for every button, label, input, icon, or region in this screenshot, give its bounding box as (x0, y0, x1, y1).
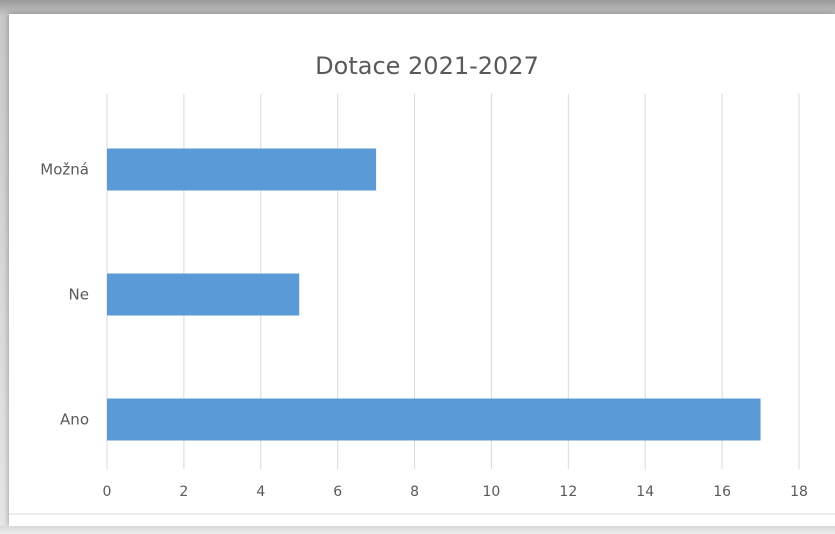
bar-chart: Dotace 2021-2027 Možná Ne Ano 0 2 4 6 8 10 12 14 1… (9, 52, 835, 515)
x-tick-label: 8 (410, 484, 419, 500)
x-tick-label: 10 (483, 484, 501, 500)
category-label: Možná (40, 161, 89, 179)
x-tick-label: 14 (636, 484, 654, 500)
chart-title: Dotace 2021-2027 (315, 52, 539, 80)
bottom-edge (0, 526, 835, 534)
x-tick-label: 4 (256, 484, 265, 500)
x-tick-labels: 0 2 4 6 8 10 12 14 16 18 (103, 484, 808, 500)
x-tick-label: 16 (713, 484, 731, 500)
bar-ano (107, 398, 761, 441)
category-label: Ne (69, 286, 89, 304)
x-tick-label: 18 (790, 484, 808, 500)
bar-možná (107, 148, 377, 191)
x-tick-label: 2 (179, 484, 188, 500)
chart-panel: Dotace 2021-2027 Možná Ne Ano 0 2 4 6 8 10 12 14 1… (9, 14, 835, 526)
bars (107, 148, 761, 441)
category-labels: Možná Ne Ano (40, 161, 89, 429)
bar-ne (107, 273, 300, 316)
category-label: Ano (60, 411, 89, 429)
x-tick-label: 12 (559, 484, 577, 500)
x-tick-label: 6 (333, 484, 342, 500)
x-tick-label: 0 (103, 484, 112, 500)
